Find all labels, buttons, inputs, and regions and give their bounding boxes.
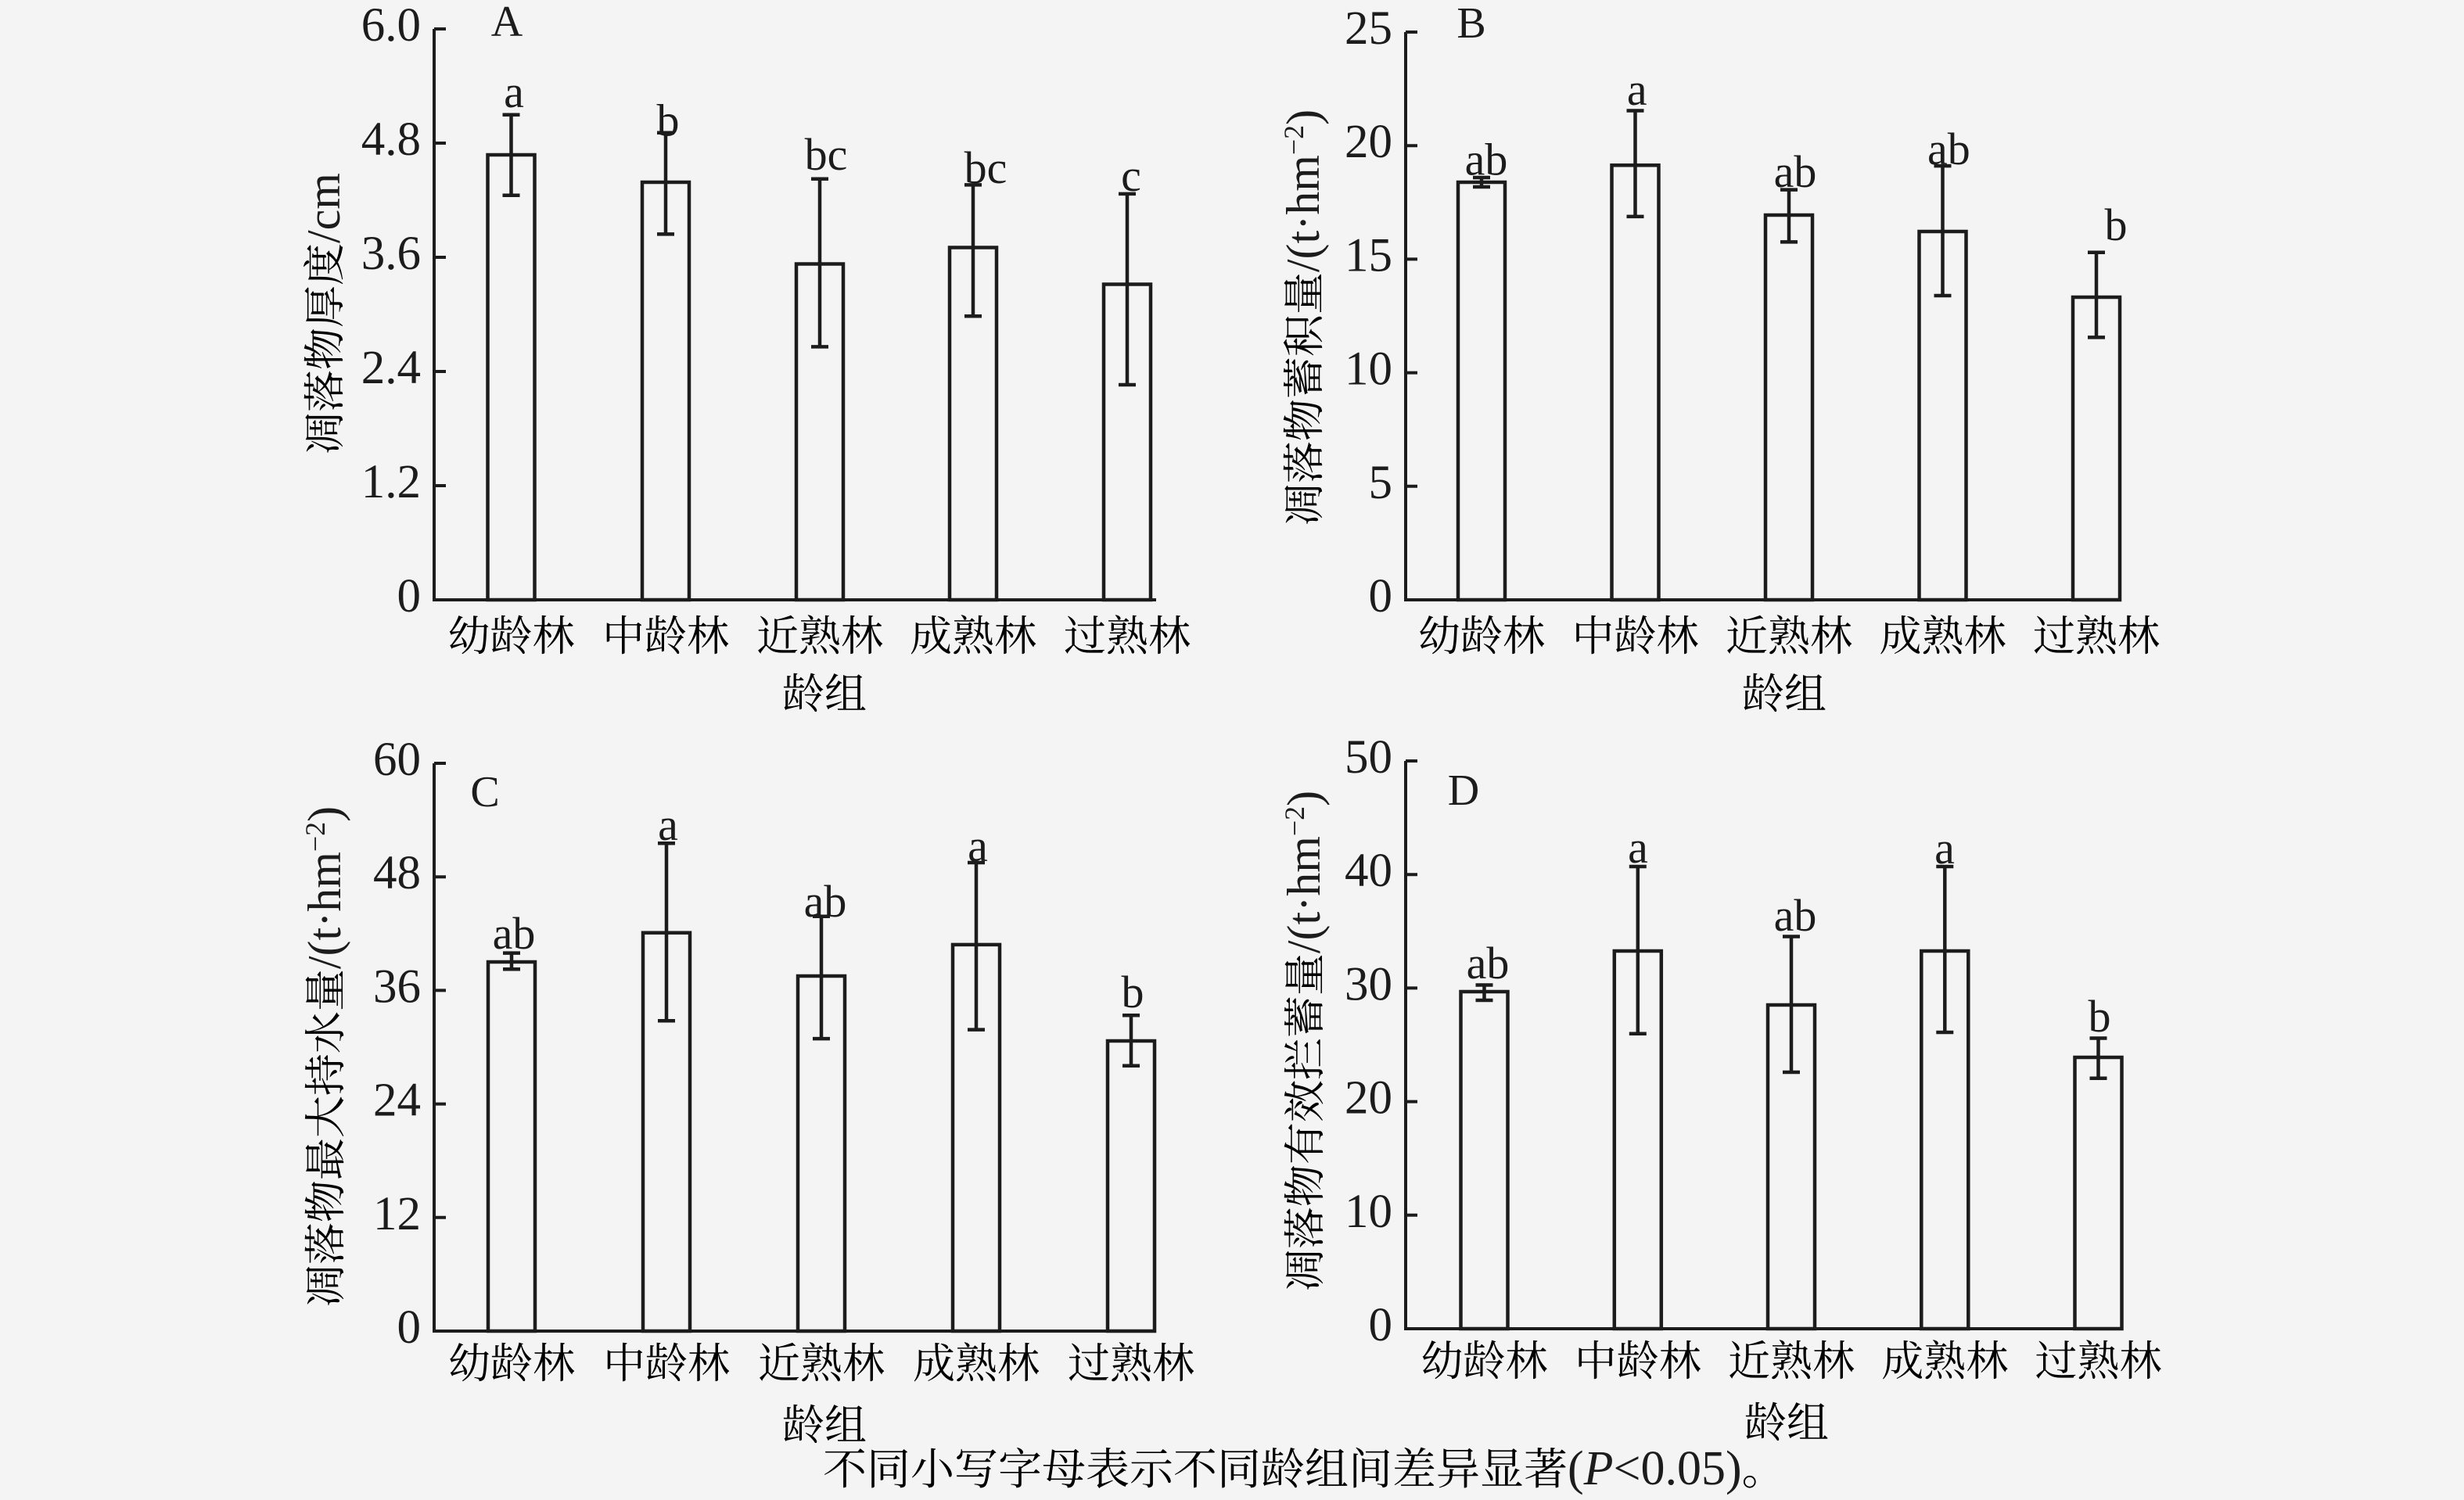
svg-text:1.2: 1.2 [361,456,421,508]
svg-text:b: b [1122,967,1144,1017]
svg-text:a: a [658,799,678,850]
svg-text:4.8: 4.8 [361,113,421,166]
svg-text:a: a [968,820,988,871]
svg-text:b: b [657,95,680,146]
svg-text:25: 25 [1345,2,1392,55]
svg-text:10: 10 [1345,1186,1392,1238]
svg-text:/cm: /cm [298,173,350,243]
svg-text:0: 0 [397,1301,422,1354]
svg-text:b: b [2105,199,2128,250]
svg-text:12: 12 [373,1188,421,1240]
svg-text:a: a [1627,64,1647,115]
svg-text:b: b [2089,991,2111,1042]
svg-text:5: 5 [1369,457,1393,509]
svg-text:50: 50 [1345,731,1392,784]
svg-text:48: 48 [373,847,421,899]
svg-text:15: 15 [1345,229,1392,282]
svg-text:ab: ab [493,908,536,959]
svg-text:6.0: 6.0 [361,0,421,52]
svg-text:(P<0.05): (P<0.05) [1568,1442,1742,1495]
svg-text:ab: ab [1927,124,1970,174]
svg-text:20: 20 [1345,1072,1392,1125]
svg-text:bc: bc [964,142,1008,193]
svg-text:20: 20 [1345,116,1392,168]
svg-text:0: 0 [397,570,422,623]
svg-text:B: B [1456,0,1485,48]
svg-text:24: 24 [373,1075,421,1127]
svg-text:ab: ab [1774,890,1817,941]
svg-text:2.4: 2.4 [361,342,421,394]
svg-text:/(t·hm−2): /(t·hm−2) [1278,791,1330,953]
svg-text:ab: ab [804,876,847,927]
svg-text:ab: ab [1467,938,1510,989]
svg-text:A: A [491,0,523,46]
svg-text:bc: bc [805,129,848,180]
svg-text:ab: ab [1465,135,1508,185]
svg-text:C: C [470,768,499,816]
svg-text:a: a [1934,823,1955,874]
svg-text:60: 60 [373,734,421,786]
svg-text:30: 30 [1345,958,1392,1010]
svg-text:40: 40 [1345,845,1392,897]
svg-text:0: 0 [1369,1299,1393,1351]
svg-text:D: D [1448,766,1479,815]
svg-text:ab: ab [1774,146,1817,197]
svg-text:a: a [1628,822,1648,873]
svg-text:36: 36 [373,960,421,1013]
svg-text:10: 10 [1345,343,1392,396]
svg-text:0: 0 [1369,570,1393,623]
svg-text:3.6: 3.6 [361,228,421,280]
svg-text:c: c [1121,150,1141,201]
svg-text:a: a [504,66,524,117]
